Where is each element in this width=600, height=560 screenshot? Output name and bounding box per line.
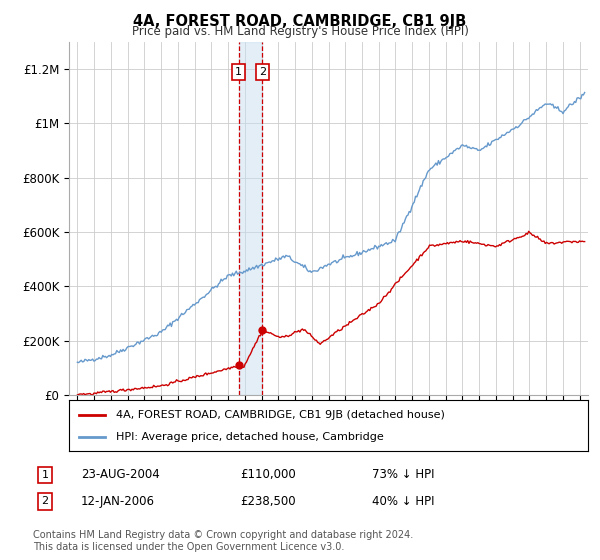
Text: 1: 1 <box>41 470 49 480</box>
Text: £238,500: £238,500 <box>240 494 296 508</box>
Text: £110,000: £110,000 <box>240 468 296 482</box>
Bar <box>239 42 262 395</box>
Text: 23-AUG-2004: 23-AUG-2004 <box>81 468 160 482</box>
Text: 4A, FOREST ROAD, CAMBRIDGE, CB1 9JB (detached house): 4A, FOREST ROAD, CAMBRIDGE, CB1 9JB (det… <box>116 409 445 419</box>
Text: 40% ↓ HPI: 40% ↓ HPI <box>372 494 434 508</box>
Text: 4A, FOREST ROAD, CAMBRIDGE, CB1 9JB: 4A, FOREST ROAD, CAMBRIDGE, CB1 9JB <box>133 14 467 29</box>
Text: 1: 1 <box>235 67 242 77</box>
Text: Contains HM Land Registry data © Crown copyright and database right 2024.
This d: Contains HM Land Registry data © Crown c… <box>33 530 413 552</box>
Text: HPI: Average price, detached house, Cambridge: HPI: Average price, detached house, Camb… <box>116 432 383 442</box>
Text: 73% ↓ HPI: 73% ↓ HPI <box>372 468 434 482</box>
Text: Price paid vs. HM Land Registry's House Price Index (HPI): Price paid vs. HM Land Registry's House … <box>131 25 469 38</box>
Text: 12-JAN-2006: 12-JAN-2006 <box>81 494 155 508</box>
Text: 2: 2 <box>259 67 266 77</box>
Text: 2: 2 <box>41 496 49 506</box>
